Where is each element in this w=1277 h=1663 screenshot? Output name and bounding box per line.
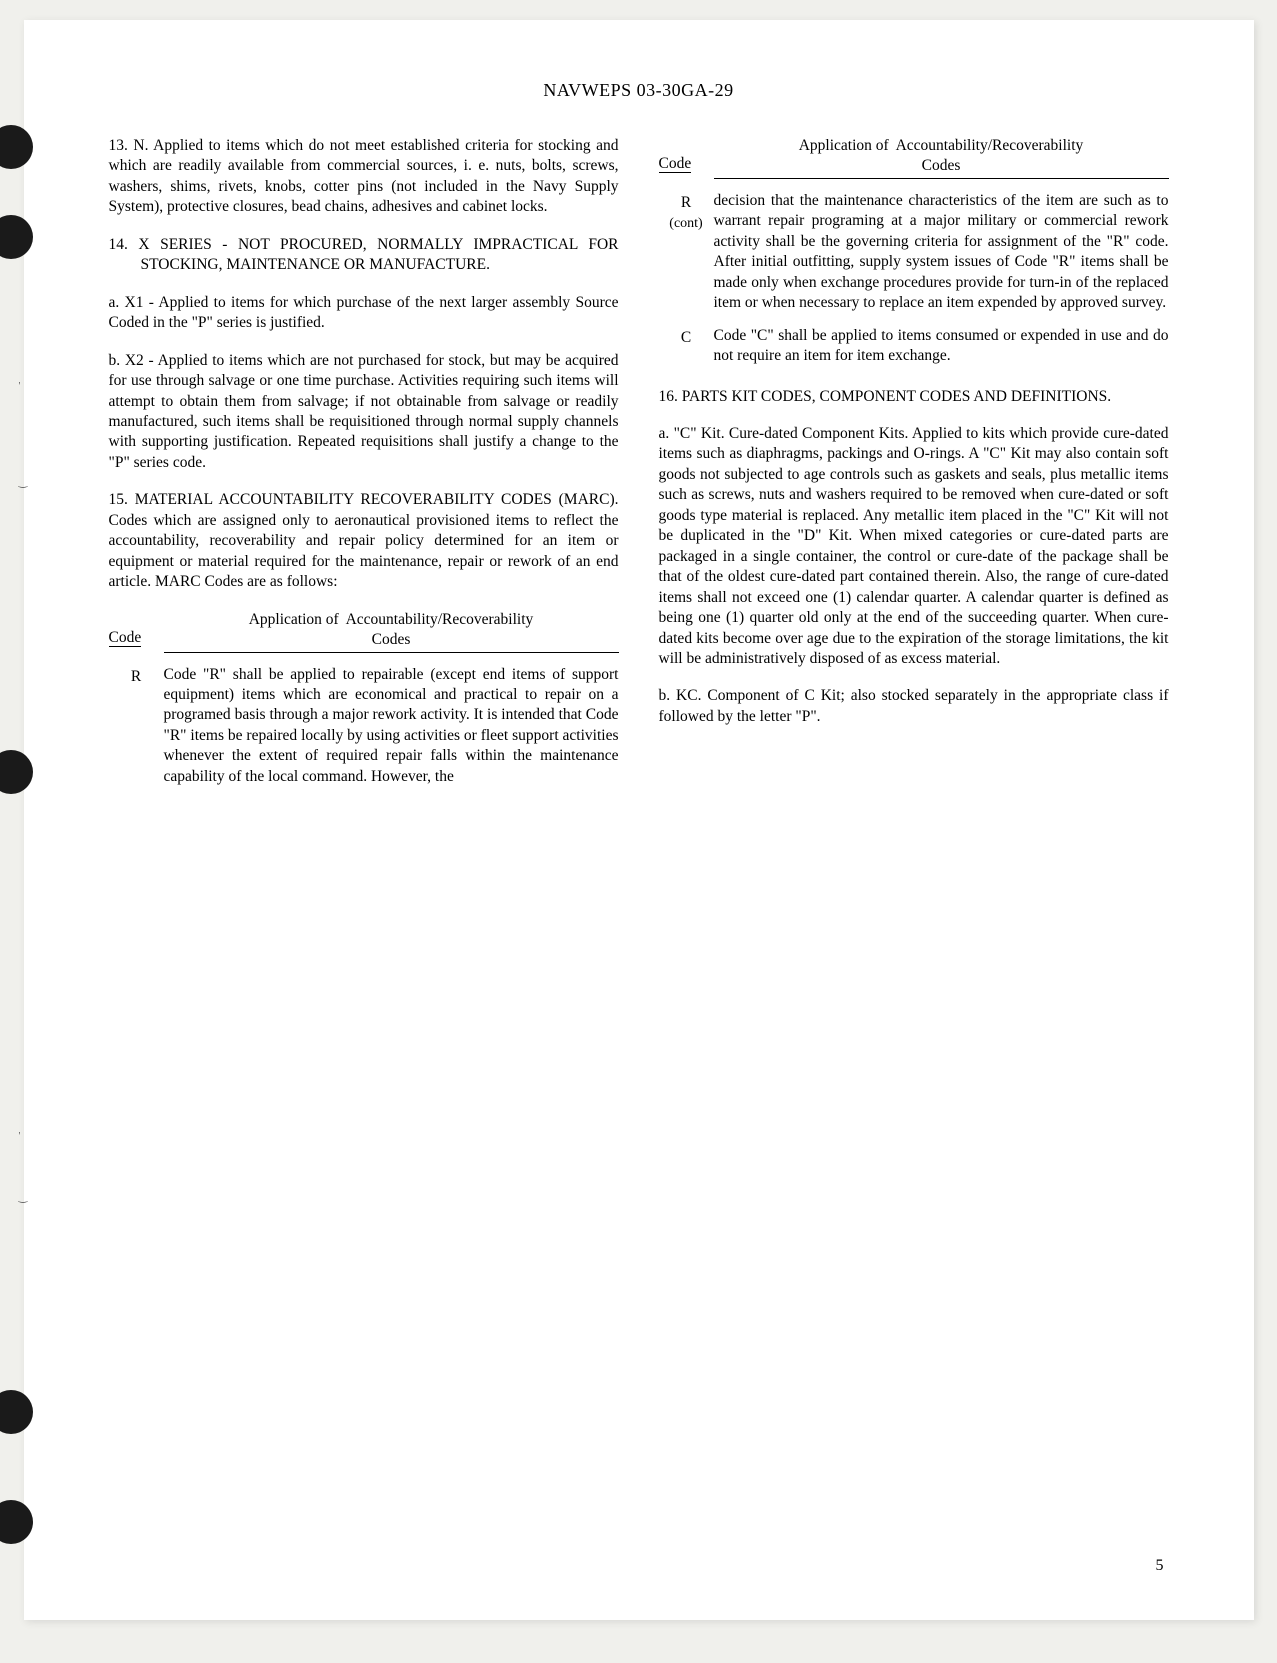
hole-punch-icon bbox=[0, 1390, 33, 1434]
hole-punch-icon bbox=[0, 215, 33, 259]
code-header-text1: Application of bbox=[799, 137, 889, 154]
paragraph-14-heading: 14. X SERIES - NOT PROCURED, NORMALLY IM… bbox=[109, 235, 619, 276]
code-table-left: Code Application of Accountability/Recov… bbox=[109, 610, 619, 788]
edge-mark: ' bbox=[19, 1130, 21, 1142]
hole-punch-icon bbox=[0, 125, 33, 169]
code-header-col2: Application of Accountability/Recoverabi… bbox=[714, 136, 1169, 179]
code-description: Code "C" shall be applied to items consu… bbox=[714, 326, 1169, 367]
paragraph-16-heading: 16. PARTS KIT CODES, COMPONENT CODES AND… bbox=[659, 387, 1169, 407]
code-table-right: Code Application of Accountability/Recov… bbox=[659, 136, 1169, 367]
header-underline bbox=[164, 652, 619, 653]
paragraph-16b: b. KC. Component of C Kit; also stocked … bbox=[659, 686, 1169, 727]
code-header-text1: Application of bbox=[249, 611, 339, 628]
code-header-col2: Application of Accountability/Recoverabi… bbox=[164, 610, 619, 653]
code-header-text3: Codes bbox=[372, 631, 411, 648]
edge-mark: ' bbox=[19, 380, 21, 392]
hole-punch-icon bbox=[0, 750, 33, 794]
code-description: Code "R" shall be applied to repairable … bbox=[164, 665, 619, 788]
header-underline bbox=[714, 178, 1169, 179]
code-header-text2: Accountability/Recoverability bbox=[346, 611, 534, 628]
code-header-text2: Accountability/Recoverability bbox=[896, 137, 1084, 154]
code-table-header: Code Application of Accountability/Recov… bbox=[659, 136, 1169, 179]
code-table-header: Code Application of Accountability/Recov… bbox=[109, 610, 619, 653]
right-column: Code Application of Accountability/Recov… bbox=[659, 136, 1169, 804]
edge-mark: ‿ bbox=[19, 1190, 28, 1203]
code-cont-text: (cont) bbox=[669, 216, 702, 231]
document-page: ' ‿ ' ‿ NAVWEPS 03-30GA-29 13. N. Applie… bbox=[24, 20, 1254, 1620]
edge-mark: ‿ bbox=[19, 475, 28, 488]
content-area: 13. N. Applied to items which do not mee… bbox=[109, 136, 1169, 804]
code-letter-text: R bbox=[681, 194, 691, 211]
paragraph-13: 13. N. Applied to items which do not mee… bbox=[109, 136, 619, 218]
code-entry-r-cont: R (cont) decision that the maintenance c… bbox=[659, 191, 1169, 314]
page-header: NAVWEPS 03-30GA-29 bbox=[109, 80, 1169, 101]
paragraph-14b: b. X2 - Applied to items which are not p… bbox=[109, 351, 619, 474]
code-label: Code bbox=[109, 629, 142, 647]
hole-punch-icon bbox=[0, 1500, 33, 1544]
code-entry-r: R Code "R" shall be applied to repairabl… bbox=[109, 665, 619, 788]
code-header-col1: Code bbox=[109, 610, 164, 653]
code-header-col1: Code bbox=[659, 136, 714, 179]
code-entry-c: C Code "C" shall be applied to items con… bbox=[659, 326, 1169, 367]
paragraph-15: 15. MATERIAL ACCOUNTABILITY RECOVERABILI… bbox=[109, 490, 619, 592]
code-header-text3: Codes bbox=[922, 157, 961, 174]
left-column: 13. N. Applied to items which do not mee… bbox=[109, 136, 619, 804]
code-description: decision that the maintenance characteri… bbox=[714, 191, 1169, 314]
code-letter: C bbox=[659, 326, 714, 367]
code-label: Code bbox=[659, 155, 692, 173]
paragraph-14a: a. X1 - Applied to items for which purch… bbox=[109, 293, 619, 334]
page-number: 5 bbox=[1156, 1557, 1164, 1575]
code-letter: R bbox=[109, 665, 164, 788]
code-letter: R (cont) bbox=[659, 191, 714, 314]
paragraph-16a: a. "C" Kit. Cure-dated Component Kits. A… bbox=[659, 424, 1169, 669]
